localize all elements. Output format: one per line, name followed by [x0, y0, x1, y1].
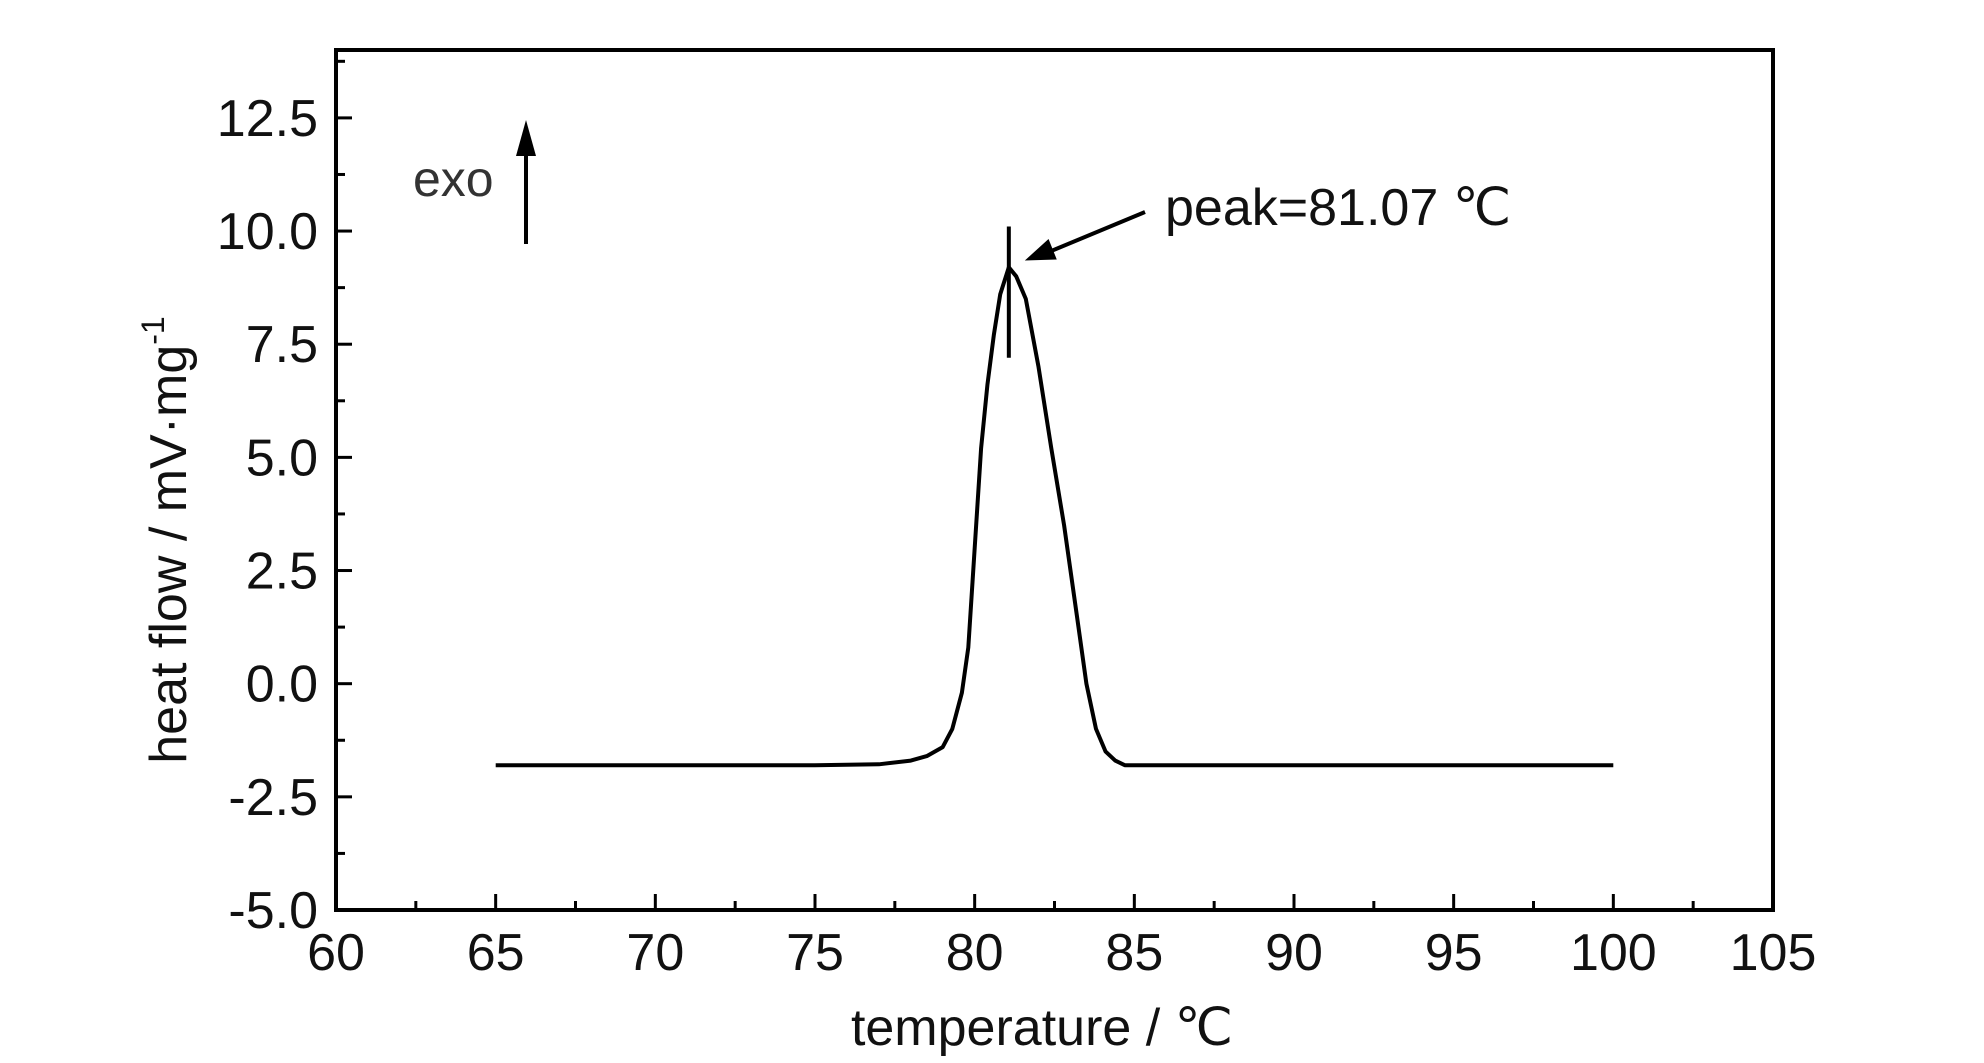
plot-border: [334, 48, 1775, 912]
y-axis-title-group: heat flow / mV·mg-1: [135, 316, 198, 763]
x-axis: 60 65 70 75 80 85 90 95 100 105: [307, 894, 1816, 982]
peak-arrow-shaft: [1042, 210, 1146, 257]
series-layer: [495, 265, 1614, 768]
y-tick-label: 12.5: [217, 90, 318, 148]
y-axis-title: heat flow / mV·mg: [140, 345, 198, 764]
plot-frame: [334, 48, 1775, 912]
x-tick-label: 80: [946, 924, 1004, 982]
y-tick-label: 2.5: [246, 543, 318, 601]
x-tick-label: 90: [1265, 924, 1323, 982]
x-tick-label: 70: [626, 924, 684, 982]
x-tick-label: 60: [307, 924, 365, 982]
y-tick-label: -2.5: [228, 769, 318, 827]
x-tick-label: 75: [786, 924, 844, 982]
x-tick-label: 95: [1425, 924, 1483, 982]
y-axis-title-superscript: -1: [135, 316, 171, 344]
annotation-layer: peak=81.07 ℃ exo: [413, 120, 1511, 358]
x-tick-label: 105: [1730, 924, 1817, 982]
x-tick-label: 65: [467, 924, 525, 982]
exo-label: exo: [413, 151, 494, 207]
peak-label: peak=81.07 ℃: [1165, 179, 1511, 237]
y-tick-label: -5.0: [228, 882, 318, 940]
y-tick-label: 7.5: [246, 316, 318, 374]
y-tick-label: 0.0: [246, 656, 318, 714]
peak-arrow-head: [1024, 239, 1057, 261]
x-tick-label: 85: [1105, 924, 1163, 982]
series-line-0: [495, 265, 1614, 768]
y-tick-label: 10.0: [217, 203, 318, 261]
x-axis-title: temperature / ℃: [851, 999, 1233, 1057]
exo-arrow-head: [516, 120, 536, 156]
y-axis: -5.0 -2.5 0.0 2.5 5.0 7.5 10.0 12.5: [217, 59, 352, 940]
svg-text:heat flow / mV·mg-1: heat flow / mV·mg-1: [135, 316, 198, 763]
y-tick-label: 5.0: [246, 429, 318, 487]
x-tick-label: 100: [1570, 924, 1657, 982]
